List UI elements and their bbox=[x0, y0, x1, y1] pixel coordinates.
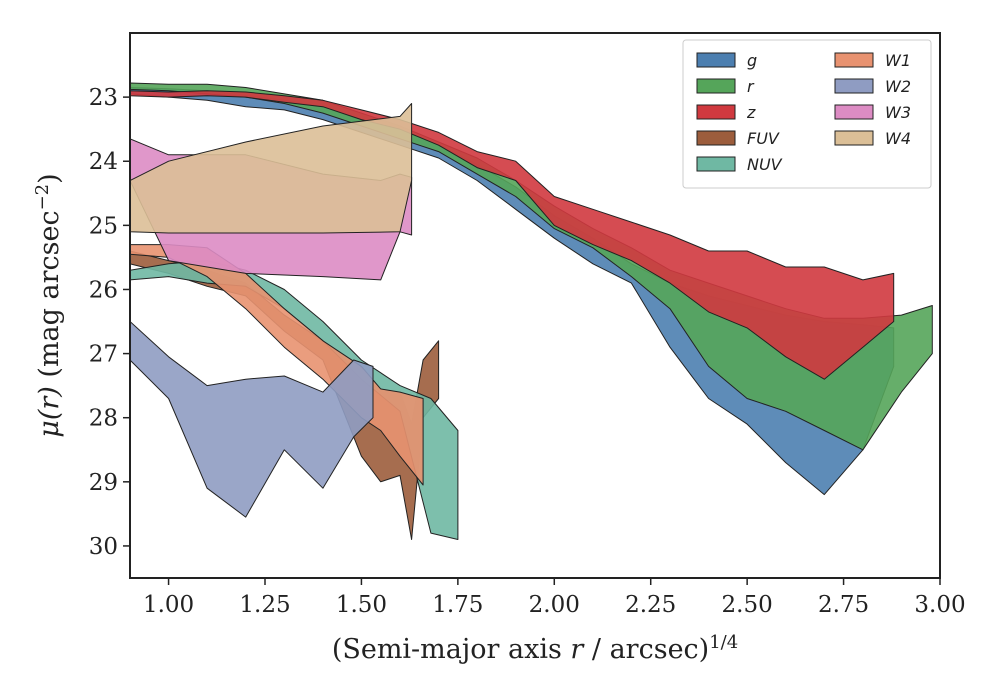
y-tick-label: 30 bbox=[89, 534, 118, 560]
legend-swatch-z bbox=[696, 104, 736, 120]
legend-label-fuv: FUV bbox=[747, 129, 780, 148]
legend-label-z: z bbox=[746, 103, 756, 122]
y-tick-label: 23 bbox=[89, 85, 118, 111]
legend-swatch-w1 bbox=[834, 52, 874, 68]
x-tick-label: 2.50 bbox=[722, 592, 773, 618]
legend-swatch-w4 bbox=[834, 130, 874, 146]
legend-swatch-g bbox=[696, 52, 736, 68]
legend-label-w1: W1 bbox=[885, 51, 911, 70]
legend-label-w2: W2 bbox=[885, 77, 911, 96]
y-axis: 23 24 25 26 27 28 29 30 bbox=[89, 85, 130, 560]
x-axis-label: (Semi-major axis r / arcsec)1/4 bbox=[332, 632, 738, 666]
x-tick-label: 2.75 bbox=[818, 592, 869, 618]
legend-label-w3: W3 bbox=[885, 103, 911, 122]
x-tick-label: 1.00 bbox=[143, 592, 194, 618]
plot-frame bbox=[129, 32, 941, 579]
y-axis-label: μ(r) (mag arcsec−2) bbox=[32, 173, 66, 437]
x-tick-label: 1.25 bbox=[239, 592, 290, 618]
legend-label-nuv: NUV bbox=[747, 155, 783, 174]
y-tick-label: 28 bbox=[89, 406, 118, 432]
x-tick-label: 1.50 bbox=[336, 592, 387, 618]
band-w4 bbox=[130, 103, 413, 234]
legend-label-w4: W4 bbox=[885, 129, 911, 148]
x-tick-label: 3.00 bbox=[914, 592, 965, 618]
y-tick-label: 26 bbox=[89, 277, 118, 303]
legend-swatch-r bbox=[696, 78, 736, 94]
y-tick-label: 27 bbox=[89, 342, 118, 368]
x-tick-label: 1.75 bbox=[432, 592, 483, 618]
legend-swatch-nuv bbox=[696, 156, 736, 172]
legend-box bbox=[682, 39, 932, 189]
legend: grz FUV NUV W1 W2 W3 W4 bbox=[682, 39, 932, 189]
legend-label-g: g bbox=[747, 51, 757, 70]
y-tick-label: 24 bbox=[89, 149, 118, 175]
y-tick-label: 29 bbox=[89, 470, 118, 496]
x-tick-label: 2.25 bbox=[625, 592, 676, 618]
y-tick-label: 25 bbox=[89, 213, 118, 239]
series-layer bbox=[130, 82, 933, 540]
band-w2 bbox=[130, 321, 374, 518]
legend-swatch-w2 bbox=[834, 78, 874, 94]
x-axis: 1.00 1.25 1.50 1.75 2.00 2.25 2.50 2.75 3.00 bbox=[143, 578, 966, 618]
legend-label-r: r bbox=[747, 77, 755, 96]
legend-swatch-fuv bbox=[696, 130, 736, 146]
legend-swatch-w3 bbox=[834, 104, 874, 120]
band-w1 bbox=[130, 244, 424, 486]
x-tick-label: 2.00 bbox=[529, 592, 580, 618]
